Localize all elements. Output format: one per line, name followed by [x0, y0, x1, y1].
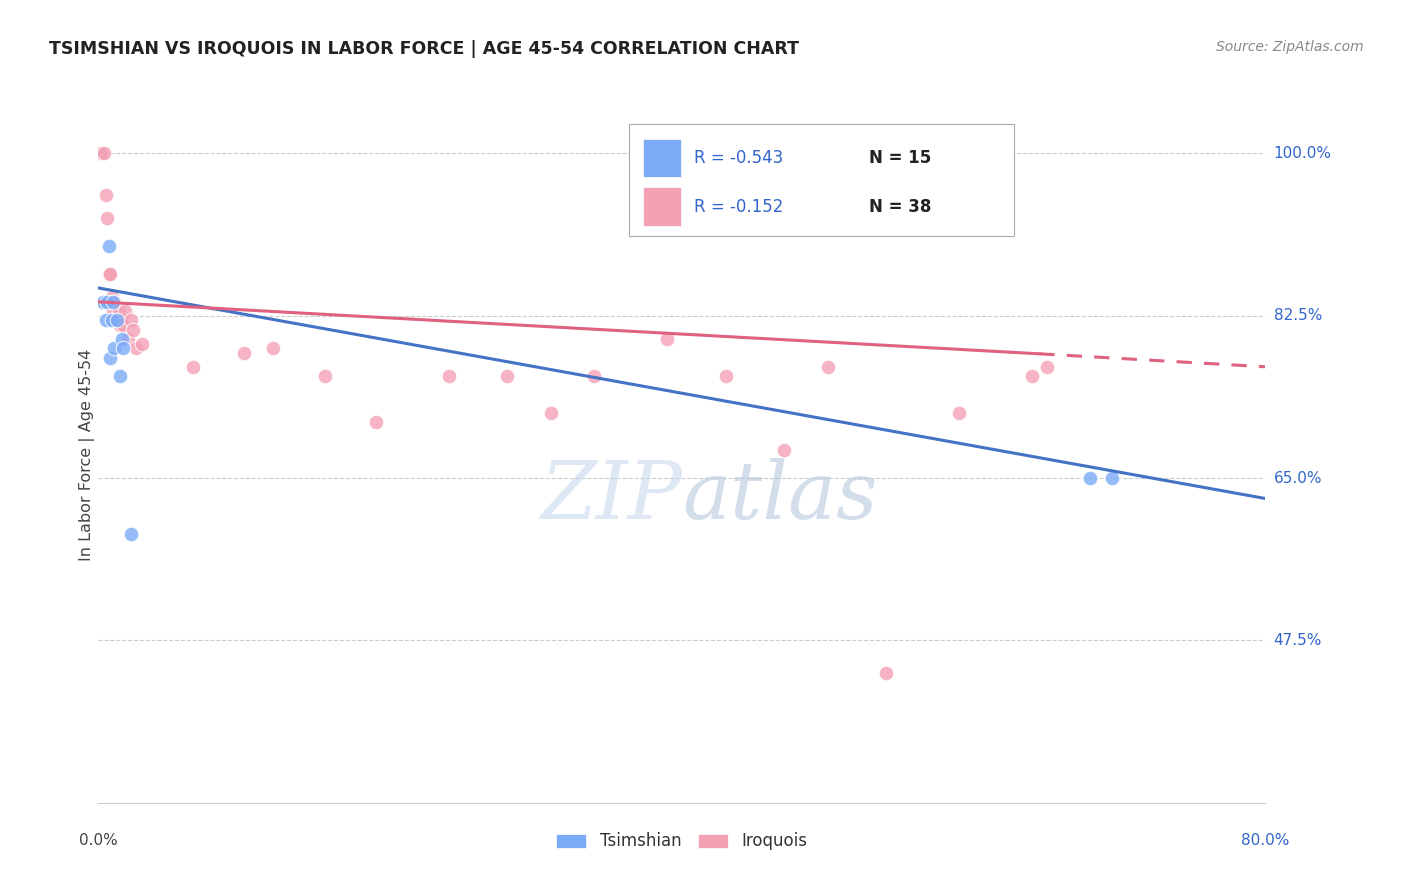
Point: [120, 526, 142, 541]
Point: [437, 369, 460, 384]
Point: [100, 313, 122, 327]
Point: [1035, 359, 1057, 374]
Point: [108, 304, 131, 318]
Text: 80.0%: 80.0%: [1241, 833, 1289, 848]
Point: [948, 406, 970, 420]
Point: [125, 341, 148, 355]
Point: [112, 318, 135, 332]
Point: [817, 359, 839, 374]
Point: [122, 323, 145, 337]
Point: [93, 146, 115, 161]
Point: [262, 341, 284, 355]
Bar: [644, 138, 681, 177]
Point: [110, 369, 132, 384]
Point: [90, 146, 112, 161]
Point: [110, 318, 132, 332]
Point: [105, 313, 128, 327]
Point: [97, 267, 120, 281]
Point: [112, 341, 135, 355]
Text: N = 15: N = 15: [869, 149, 931, 167]
Point: [111, 332, 134, 346]
Text: Source: ZipAtlas.com: Source: ZipAtlas.com: [1216, 40, 1364, 54]
Y-axis label: In Labor Force | Age 45-54: In Labor Force | Age 45-54: [79, 349, 96, 561]
Legend: Tsimshian, Iroquois: Tsimshian, Iroquois: [550, 826, 814, 857]
Text: 100.0%: 100.0%: [1274, 146, 1331, 161]
Point: [96, 211, 118, 226]
Text: TSIMSHIAN VS IROQUOIS IN LABOR FORCE | AGE 45-54 CORRELATION CHART: TSIMSHIAN VS IROQUOIS IN LABOR FORCE | A…: [49, 40, 799, 58]
Point: [101, 294, 124, 309]
Point: [540, 406, 562, 420]
Point: [657, 332, 679, 346]
Text: R = -0.543: R = -0.543: [693, 149, 783, 167]
Point: [98, 267, 121, 281]
Point: [131, 336, 153, 351]
Point: [364, 416, 387, 430]
Point: [714, 369, 737, 384]
Point: [96, 294, 118, 309]
Point: [103, 294, 125, 309]
Text: R = -0.152: R = -0.152: [693, 197, 783, 216]
Point: [117, 332, 139, 346]
Point: [773, 443, 796, 458]
Text: 65.0%: 65.0%: [1274, 471, 1322, 485]
Text: 0.0%: 0.0%: [79, 833, 118, 848]
Text: N = 38: N = 38: [869, 197, 931, 216]
Point: [100, 290, 122, 304]
Point: [181, 359, 204, 374]
Point: [94, 188, 117, 202]
Bar: [644, 187, 681, 226]
Point: [103, 341, 125, 355]
Point: [97, 239, 120, 253]
Text: atlas: atlas: [682, 458, 877, 535]
Point: [314, 369, 336, 384]
Point: [120, 313, 142, 327]
Point: [1101, 471, 1123, 485]
Point: [583, 369, 606, 384]
Point: [875, 665, 897, 680]
Point: [91, 294, 114, 309]
Point: [1080, 471, 1102, 485]
Text: 47.5%: 47.5%: [1274, 633, 1322, 648]
Text: 82.5%: 82.5%: [1274, 309, 1322, 323]
Point: [101, 304, 124, 318]
Point: [105, 313, 128, 327]
Point: [1021, 369, 1043, 384]
FancyBboxPatch shape: [630, 124, 1015, 235]
Point: [94, 313, 117, 327]
Point: [98, 351, 121, 365]
Point: [104, 313, 127, 327]
Point: [111, 313, 134, 327]
Text: ZIP: ZIP: [540, 458, 682, 535]
Point: [496, 369, 519, 384]
Point: [233, 346, 256, 360]
Point: [114, 304, 136, 318]
